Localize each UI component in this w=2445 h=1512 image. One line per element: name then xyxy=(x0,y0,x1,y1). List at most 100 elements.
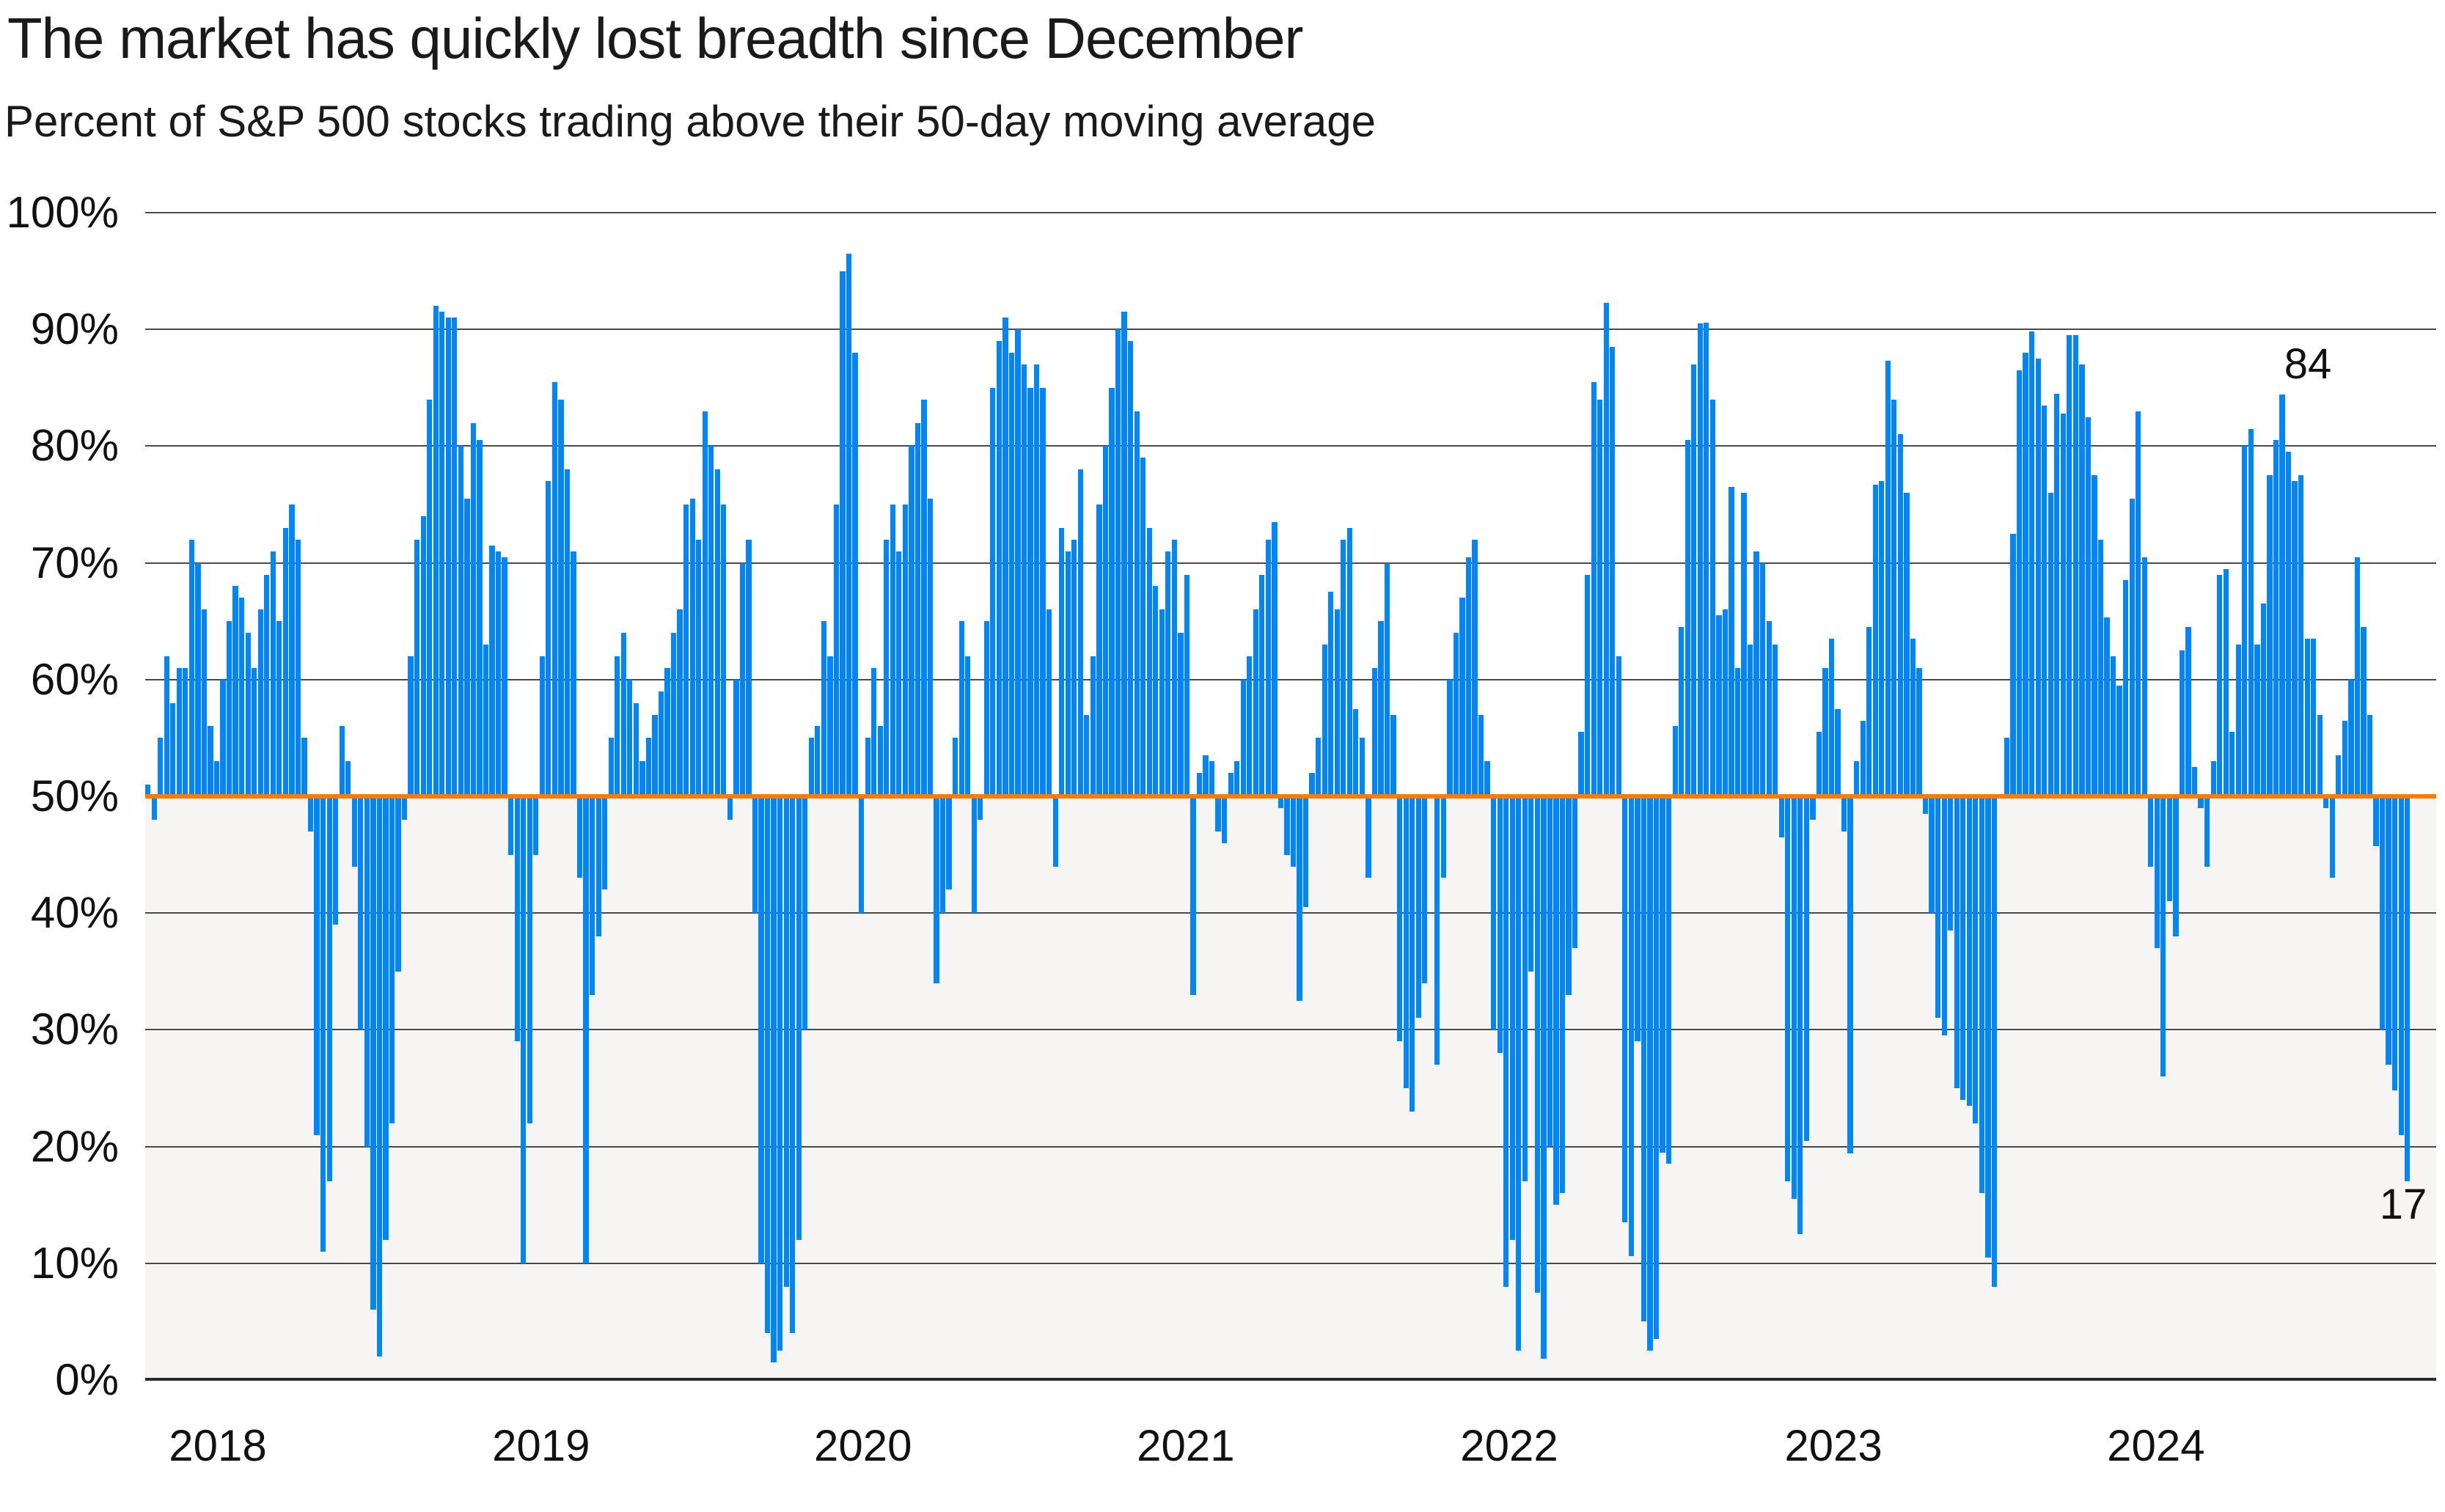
breadth-bar xyxy=(527,796,532,1123)
breadth-bar xyxy=(289,504,295,796)
breadth-bar xyxy=(1841,796,1847,832)
breadth-bar xyxy=(2185,627,2191,796)
breadth-bar xyxy=(1910,639,1916,796)
below-baseline-shade xyxy=(145,796,2436,1380)
peak-annotation: 84 xyxy=(2284,340,2332,388)
breadth-bar xyxy=(1222,796,1228,843)
breadth-bar xyxy=(696,539,702,796)
breadth-bar xyxy=(521,796,527,1263)
breadth-bar xyxy=(2242,446,2248,796)
breadth-bar xyxy=(1547,796,1553,1147)
breadth-bar xyxy=(1528,796,1534,972)
breadth-bar xyxy=(2298,475,2304,796)
breadth-bar xyxy=(2361,627,2367,796)
breadth-bar xyxy=(1440,796,1446,878)
breadth-bar xyxy=(539,656,545,796)
breadth-bar xyxy=(978,796,983,820)
breadth-bar xyxy=(1309,773,1315,796)
breadth-bar xyxy=(1860,720,1866,796)
breadth-bar xyxy=(420,515,426,796)
breadth-bar xyxy=(1171,539,1177,796)
breadth-bar xyxy=(1603,302,1609,796)
breadth-bar xyxy=(1359,738,1366,796)
breadth-bar xyxy=(1334,609,1340,796)
breadth-bar xyxy=(884,539,890,796)
breadth-bar xyxy=(1065,551,1071,796)
breadth-bar xyxy=(815,726,821,796)
breadth-bar xyxy=(1384,562,1390,796)
breadth-bar xyxy=(339,726,345,796)
y-tick-label: 60% xyxy=(30,654,119,704)
breadth-bar xyxy=(1378,621,1384,796)
breadth-bar xyxy=(2379,796,2386,1030)
breadth-bar xyxy=(1709,399,1715,796)
breadth-bar xyxy=(195,562,201,796)
breadth-bar xyxy=(2054,393,2060,796)
breadth-bar xyxy=(1991,796,1998,1287)
breadth-bar xyxy=(533,796,539,855)
breadth-bar xyxy=(1516,796,1522,1351)
breadth-bar xyxy=(1265,539,1271,796)
year-label-2020: 2020 xyxy=(813,1421,912,1470)
breadth-bar xyxy=(2210,761,2216,796)
breadth-bar xyxy=(1052,796,1058,867)
breadth-bar xyxy=(1803,796,1809,1141)
breadth-bar xyxy=(2260,603,2267,796)
breadth-bar xyxy=(1140,458,1146,796)
breadth-bar xyxy=(1585,574,1591,796)
breadth-bar xyxy=(551,381,558,796)
breadth-bar xyxy=(1985,796,1991,1258)
breadth-bar xyxy=(1040,387,1046,796)
breadth-bar xyxy=(1109,387,1115,796)
breadth-bar xyxy=(714,469,720,796)
breadth-bar xyxy=(1822,667,1828,796)
breadth-bar xyxy=(314,796,320,1135)
breadth-bar xyxy=(983,621,989,796)
breadth-bar xyxy=(1503,796,1509,1287)
breadth-bar xyxy=(2029,331,2035,796)
breadth-bar xyxy=(727,796,733,820)
breadth-bar xyxy=(1553,796,1559,1205)
breadth-bar xyxy=(408,656,414,796)
breadth-bar xyxy=(1484,761,1490,796)
breadth-bar xyxy=(1322,645,1327,796)
breadth-bar xyxy=(2323,796,2329,808)
breadth-bar xyxy=(1835,708,1841,796)
breadth-bar xyxy=(1478,714,1484,796)
breadth-bar xyxy=(1415,796,1421,1019)
breadth-bar xyxy=(1240,679,1246,796)
breadth-bar xyxy=(1272,521,1278,796)
breadth-bar xyxy=(633,702,639,796)
breadth-bar xyxy=(764,796,771,1334)
breadth-bar xyxy=(1215,796,1221,832)
breadth-bar xyxy=(2292,481,2298,796)
breadth-bar xyxy=(351,796,357,867)
gridline xyxy=(145,912,2436,914)
breadth-bar xyxy=(595,796,601,937)
breadth-bar xyxy=(1453,633,1459,796)
breadth-bar xyxy=(758,796,764,1263)
breadth-bar xyxy=(345,761,351,796)
breadth-bar xyxy=(452,318,458,796)
breadth-bar xyxy=(1115,329,1121,796)
breadth-bar xyxy=(627,679,633,796)
breadth-bar xyxy=(958,621,964,796)
breadth-bar xyxy=(2329,796,2335,878)
breadth-bar xyxy=(183,667,188,796)
breadth-bar xyxy=(295,539,301,796)
breadth-bar xyxy=(2048,493,2053,796)
breadth-bar xyxy=(376,796,383,1357)
breadth-bar xyxy=(2254,645,2260,796)
breadth-bar xyxy=(620,633,626,796)
breadth-bar xyxy=(301,738,307,796)
breadth-bar xyxy=(307,796,314,832)
breadth-bar xyxy=(1628,796,1635,1257)
breadth-bar xyxy=(1196,773,1203,796)
breadth-bar xyxy=(464,499,470,796)
breadth-bar xyxy=(953,738,958,796)
breadth-bar xyxy=(1734,667,1741,796)
breadth-bar xyxy=(1371,667,1378,796)
breadth-bar xyxy=(564,469,571,796)
breadth-bar xyxy=(1228,773,1234,796)
breadth-bar xyxy=(909,446,914,796)
